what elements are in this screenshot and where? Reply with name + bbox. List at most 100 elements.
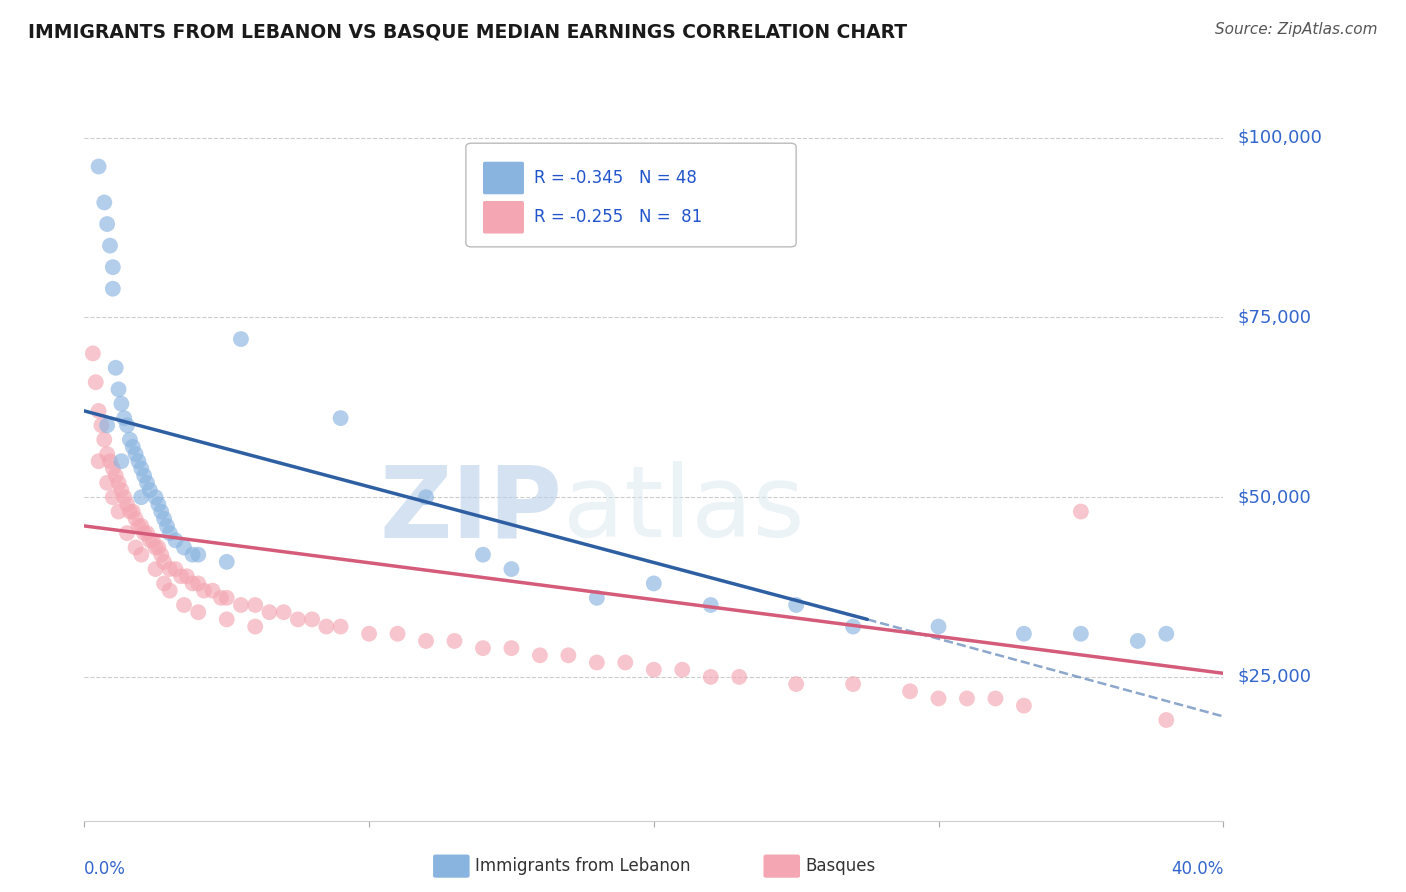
- Text: $75,000: $75,000: [1237, 309, 1312, 326]
- Point: [529, 648, 551, 663]
- Point: [1012, 626, 1035, 640]
- Point: [785, 677, 807, 691]
- Point: [315, 619, 337, 633]
- FancyBboxPatch shape: [484, 161, 524, 194]
- Text: Immigrants from Lebanon: Immigrants from Lebanon: [475, 857, 690, 875]
- Point: [165, 562, 187, 576]
- Point: [134, 526, 156, 541]
- Text: IMMIGRANTS FROM LEBANON VS BASQUE MEDIAN EARNINGS CORRELATION CHART: IMMIGRANTS FROM LEBANON VS BASQUE MEDIAN…: [28, 22, 907, 41]
- Point: [150, 548, 173, 562]
- FancyBboxPatch shape: [484, 201, 524, 234]
- Text: Source: ZipAtlas.com: Source: ZipAtlas.com: [1215, 22, 1378, 37]
- Point: [134, 468, 156, 483]
- Point: [107, 383, 129, 397]
- Point: [176, 569, 198, 583]
- Point: [142, 533, 165, 548]
- Point: [643, 663, 665, 677]
- Point: [170, 569, 193, 583]
- Text: R = -0.345   N = 48: R = -0.345 N = 48: [534, 169, 697, 187]
- Point: [201, 583, 224, 598]
- Point: [165, 533, 187, 548]
- Point: [181, 576, 204, 591]
- Point: [181, 548, 204, 562]
- Point: [443, 634, 465, 648]
- Point: [700, 670, 723, 684]
- Point: [124, 512, 146, 526]
- Point: [107, 504, 129, 518]
- Point: [173, 541, 195, 555]
- Point: [115, 418, 138, 433]
- Point: [1012, 698, 1035, 713]
- Point: [110, 483, 132, 497]
- Point: [93, 195, 115, 210]
- Point: [87, 160, 110, 174]
- Point: [984, 691, 1007, 706]
- Point: [193, 583, 215, 598]
- Point: [150, 504, 173, 518]
- Point: [187, 576, 209, 591]
- Point: [159, 526, 181, 541]
- Point: [1126, 634, 1149, 648]
- Point: [136, 475, 159, 490]
- Text: atlas: atlas: [562, 461, 804, 558]
- Text: $50,000: $50,000: [1237, 488, 1310, 506]
- Point: [96, 217, 118, 231]
- Point: [187, 605, 209, 619]
- Point: [245, 598, 267, 612]
- Point: [115, 526, 138, 541]
- Point: [159, 583, 181, 598]
- Point: [139, 533, 162, 548]
- Point: [273, 605, 295, 619]
- Point: [1156, 713, 1178, 727]
- Point: [153, 555, 176, 569]
- Point: [145, 562, 167, 576]
- Point: [215, 555, 238, 569]
- Point: [928, 619, 950, 633]
- Point: [156, 519, 179, 533]
- Point: [956, 691, 979, 706]
- Text: Basques: Basques: [806, 857, 876, 875]
- Point: [415, 634, 437, 648]
- Point: [96, 475, 118, 490]
- Point: [1156, 626, 1178, 640]
- Point: [131, 461, 153, 475]
- Point: [586, 591, 609, 605]
- Point: [229, 332, 252, 346]
- Point: [121, 504, 143, 518]
- Point: [785, 598, 807, 612]
- Point: [329, 411, 352, 425]
- Point: [112, 490, 135, 504]
- Text: ZIP: ZIP: [380, 461, 562, 558]
- Point: [898, 684, 921, 698]
- Point: [101, 461, 124, 475]
- Point: [159, 562, 181, 576]
- Point: [96, 418, 118, 433]
- Point: [96, 447, 118, 461]
- Point: [104, 468, 127, 483]
- Point: [928, 691, 950, 706]
- Point: [557, 648, 579, 663]
- Point: [842, 677, 865, 691]
- Point: [229, 598, 252, 612]
- Text: 0.0%: 0.0%: [84, 860, 127, 878]
- Point: [153, 576, 176, 591]
- Point: [148, 497, 170, 511]
- Point: [173, 598, 195, 612]
- Text: R = -0.255   N =  81: R = -0.255 N = 81: [534, 208, 703, 227]
- Point: [139, 483, 162, 497]
- Point: [700, 598, 723, 612]
- Point: [101, 260, 124, 275]
- FancyBboxPatch shape: [465, 144, 796, 247]
- Point: [148, 541, 170, 555]
- Point: [187, 548, 209, 562]
- Point: [121, 440, 143, 454]
- Point: [104, 360, 127, 375]
- Point: [472, 548, 495, 562]
- Point: [118, 504, 141, 518]
- Point: [87, 454, 110, 468]
- Point: [1070, 504, 1092, 518]
- Point: [501, 562, 523, 576]
- Point: [501, 641, 523, 656]
- Text: $100,000: $100,000: [1237, 128, 1322, 147]
- Point: [329, 619, 352, 633]
